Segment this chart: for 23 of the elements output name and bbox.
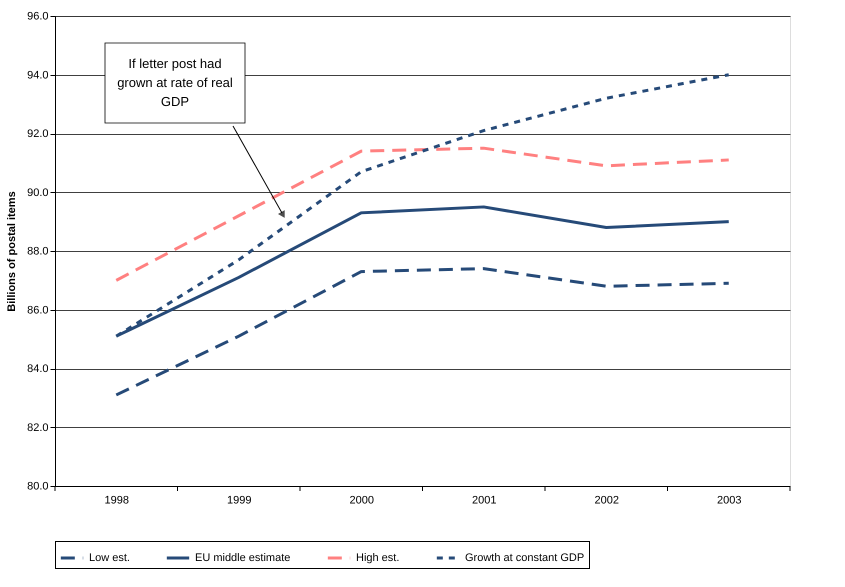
y-tick-label: 84.0 (27, 363, 48, 375)
x-tick-label: 2001 (472, 494, 496, 506)
y-tick-label: 88.0 (27, 246, 48, 258)
legend-label: High est. (356, 552, 400, 564)
y-tick-label: 96.0 (27, 10, 48, 22)
y-tick-label: 94.0 (27, 69, 48, 82)
y-tick-label: 90.0 (27, 186, 48, 199)
x-tick-label: 2002 (594, 494, 619, 506)
legend-label: EU middle estimate (195, 552, 290, 564)
line-series (114, 267, 730, 396)
y-tick-label: 86.0 (27, 304, 48, 316)
y-axis-title: Billions of postal items (6, 191, 18, 312)
y-tick-label: 80.0 (27, 480, 48, 492)
legend-label: Low est. (89, 552, 130, 564)
x-tick-label: 1998 (104, 494, 129, 506)
line-series (114, 146, 730, 282)
x-tick-label: 1999 (227, 494, 252, 506)
legend-label: Growth at constant GDP (465, 552, 584, 564)
x-tick-label: 2000 (350, 494, 374, 506)
y-tick-label: 92.0 (27, 128, 48, 140)
annotation: If letter post had grown at rate of real GDP (117, 56, 233, 109)
x-tick-label: 2003 (717, 494, 742, 506)
y-tick-label: 82.0 (27, 422, 48, 434)
